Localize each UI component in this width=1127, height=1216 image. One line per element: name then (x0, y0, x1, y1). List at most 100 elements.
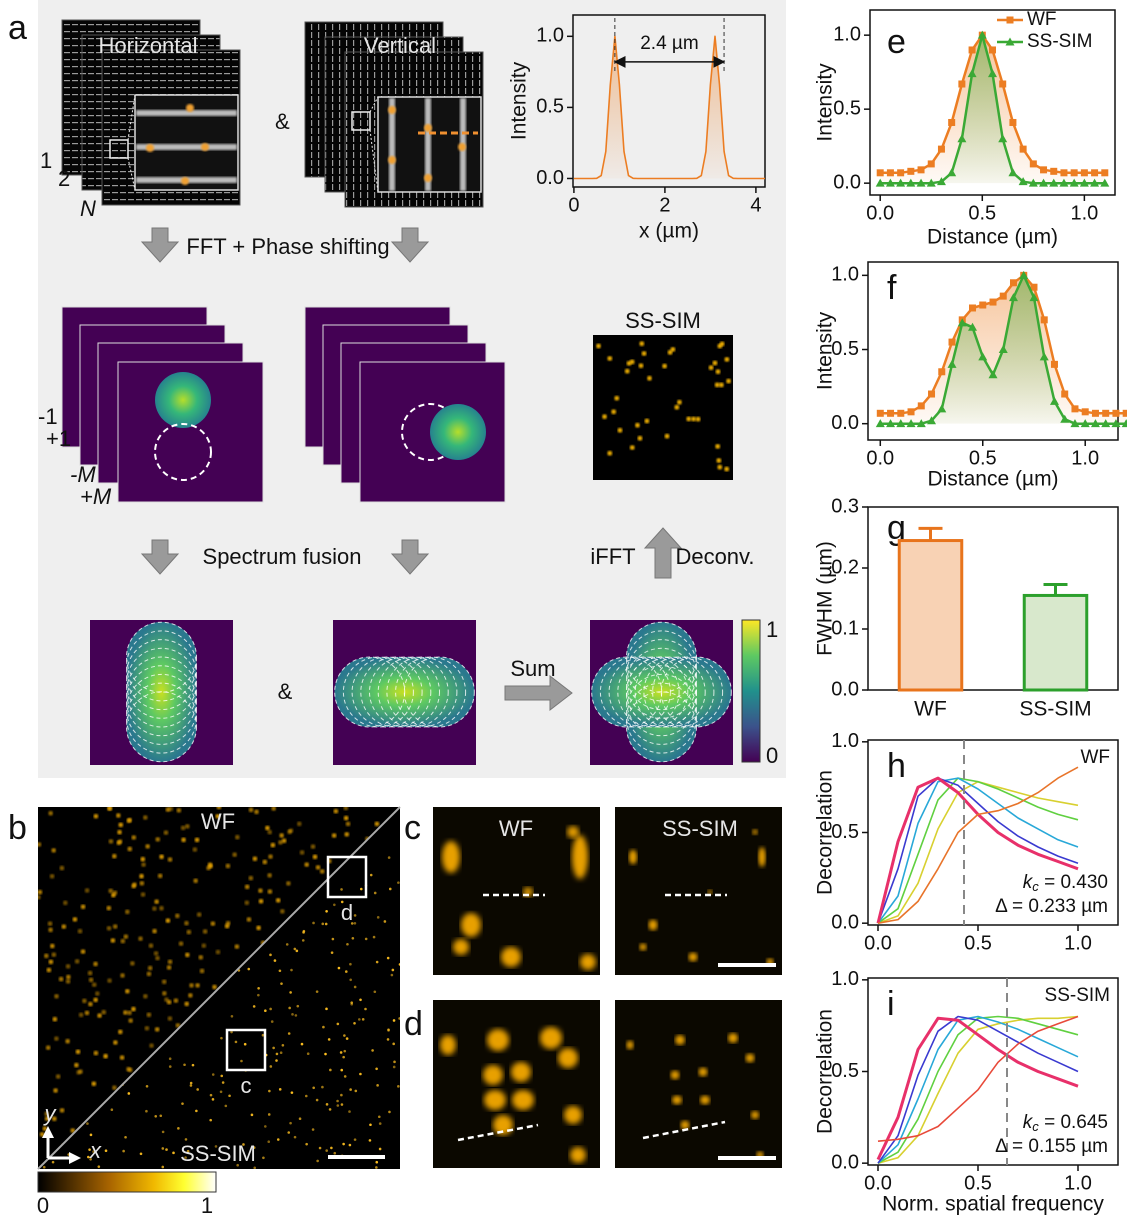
emitter (388, 1111, 391, 1114)
emitter (393, 1066, 396, 1069)
marker (887, 410, 894, 417)
marker (928, 391, 935, 398)
emitter (388, 856, 391, 859)
emitter (374, 990, 377, 993)
emitter (268, 854, 273, 859)
emitter (287, 829, 292, 834)
annotation: Δ = 0.233 µm (995, 896, 1108, 917)
emitter (453, 939, 469, 955)
step-label: iFFT (590, 544, 635, 569)
emitter (148, 966, 153, 971)
emitter (320, 869, 325, 874)
emitter (107, 806, 112, 811)
emitter (716, 369, 721, 374)
emitter (244, 1043, 247, 1046)
emitter (268, 889, 273, 894)
emitter (301, 1043, 304, 1046)
emitter (247, 968, 250, 971)
emitter (271, 1020, 274, 1023)
emitter (78, 929, 83, 934)
marker (928, 160, 935, 167)
emitter (596, 344, 601, 349)
emitter (316, 1099, 319, 1102)
emitter (81, 949, 86, 954)
colorbar-label: 1 (201, 1193, 213, 1216)
marker (969, 46, 976, 53)
emitter (212, 985, 217, 990)
x-tick-label: 0.5 (964, 932, 992, 954)
emitter (85, 888, 90, 893)
emitter (159, 906, 164, 911)
emitter (263, 860, 268, 865)
emitter (259, 899, 264, 904)
y-tick-label: 0.0 (833, 171, 861, 193)
emitter (88, 971, 93, 976)
emitter (226, 921, 231, 926)
y-tick-label: 0.0 (831, 911, 859, 933)
emitter (377, 916, 380, 919)
x-axis-label: Distance (µm) (927, 468, 1058, 491)
emitter (379, 1122, 382, 1125)
marker (949, 339, 956, 346)
chart-label: WF (1080, 747, 1110, 768)
marker (1102, 410, 1109, 417)
emitter (253, 1167, 256, 1170)
emitter (270, 1065, 273, 1068)
emitter (62, 924, 67, 929)
emitter (122, 1150, 125, 1153)
emitter (198, 955, 203, 960)
emitter (125, 989, 130, 994)
emitter (117, 830, 122, 835)
stack-index: 1 (40, 148, 52, 173)
x-tick-label: 0 (568, 194, 579, 216)
marker (1051, 361, 1058, 368)
emitter (158, 874, 163, 879)
emitter (344, 806, 349, 811)
marker (1010, 279, 1017, 286)
value: = 0.645 (1039, 1112, 1108, 1133)
emitter (128, 1018, 133, 1023)
emitter (111, 893, 116, 898)
emitter (280, 909, 285, 914)
emitter (162, 979, 167, 984)
emitter (326, 1103, 329, 1106)
x-tick-label: WF (914, 698, 947, 721)
emitter (54, 994, 59, 999)
emitter (97, 1013, 102, 1018)
emitter (155, 956, 160, 961)
emitter (167, 965, 172, 970)
emitter (93, 962, 98, 967)
emitter (117, 840, 122, 845)
emitter (65, 1039, 70, 1044)
emitter (635, 423, 640, 428)
error-bar (919, 528, 943, 540)
emitter (124, 1136, 127, 1139)
emitter (424, 174, 432, 182)
emitter (321, 923, 324, 926)
emitter (112, 1085, 117, 1090)
emitter (56, 1074, 61, 1079)
x-axis-label: Norm. spatial frequency (882, 1193, 1104, 1216)
bar (1024, 595, 1087, 690)
emitter (66, 975, 71, 980)
y-tick-label: 1.0 (831, 968, 859, 990)
emitter (140, 881, 145, 886)
emitter (350, 1003, 353, 1006)
roi-label: d (341, 900, 353, 925)
emitter (210, 1094, 213, 1097)
emitter (674, 405, 679, 410)
emitter (254, 810, 259, 815)
emitter (107, 926, 112, 931)
emitter (112, 854, 117, 859)
emitter (307, 1052, 310, 1055)
marker (1030, 160, 1037, 167)
emitter (715, 382, 720, 387)
marker (907, 168, 914, 175)
emitter (340, 1094, 343, 1097)
emitter (195, 983, 200, 988)
emitter (564, 1106, 582, 1124)
emitter (333, 1152, 336, 1155)
emitter (197, 912, 202, 917)
emitter (120, 1055, 125, 1060)
emitter (681, 1121, 690, 1130)
